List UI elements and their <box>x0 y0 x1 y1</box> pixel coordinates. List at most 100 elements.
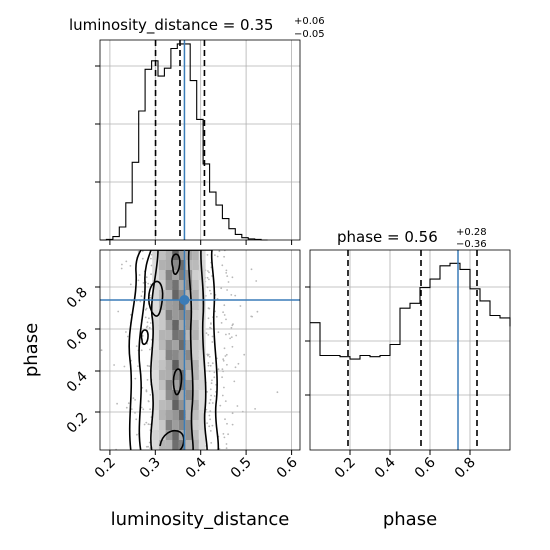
contour-0p5sigma-lower <box>172 368 183 396</box>
scatter-point <box>237 362 240 365</box>
density-cell <box>165 410 173 420</box>
scatter-point <box>149 394 152 396</box>
phase-hist-frame <box>309 249 511 451</box>
scatter-point <box>218 250 221 253</box>
scatter-point <box>227 281 230 283</box>
density-cell <box>185 350 193 360</box>
scatter-point <box>239 305 242 307</box>
y-axis-label-phase: phase <box>21 323 42 377</box>
scatter-point <box>141 257 144 260</box>
scatter-point <box>221 376 224 379</box>
density-cell <box>165 440 173 450</box>
scatter-point <box>224 355 227 357</box>
phase-hist-panel: phase = 0.56 +0.28 −0.36 <box>305 227 511 455</box>
density-cell <box>165 420 173 430</box>
density-cell <box>152 440 159 450</box>
density-cell <box>165 360 173 370</box>
scatter-point <box>223 347 226 350</box>
scatter-point <box>213 376 216 379</box>
scatter-point <box>211 362 214 365</box>
scatter-point <box>126 335 129 338</box>
scatter-point <box>219 404 222 407</box>
density-cell <box>158 410 166 420</box>
scatter-point <box>210 323 212 325</box>
density-cell <box>178 420 186 430</box>
density-cell <box>172 330 179 340</box>
scatter-point <box>207 362 210 364</box>
scatter-point <box>220 322 223 324</box>
scatter-point <box>145 307 148 310</box>
scatter-point <box>209 410 212 412</box>
scatter-point <box>130 408 133 410</box>
scatter-point <box>222 358 225 361</box>
scatter-point <box>127 402 130 405</box>
scatter-point <box>233 380 236 383</box>
scatter-point <box>144 316 147 319</box>
density-cell <box>178 280 186 290</box>
density-cell <box>165 350 173 360</box>
phase-hist-step <box>310 262 511 360</box>
scatter-point <box>211 402 214 404</box>
density-cell <box>198 430 206 440</box>
x-tick-label: 0.2 <box>332 455 359 482</box>
scatter-point <box>222 359 225 362</box>
scatter-point <box>140 349 143 352</box>
density-cell <box>178 400 186 410</box>
scatter-point <box>117 310 120 313</box>
joint-y-tick-labels: 0.2 0.4 0.6 0.8 <box>64 285 91 437</box>
scatter-point <box>224 400 227 402</box>
scatter-point <box>231 324 234 327</box>
phase-x-tick-labels: 0.2 0.4 0.6 0.8 <box>332 454 479 481</box>
scatter-point <box>231 276 234 279</box>
scatter-point <box>221 394 224 397</box>
scatter-point <box>138 274 141 276</box>
density-cell <box>198 370 206 380</box>
scatter-point <box>225 447 228 449</box>
density-cell <box>158 260 166 270</box>
scatter-point <box>141 335 144 337</box>
density-cell <box>152 380 159 390</box>
scatter-point <box>222 311 225 314</box>
scatter-point <box>225 443 228 445</box>
scatter-point <box>255 280 258 282</box>
scatter-point <box>222 370 225 373</box>
density-cell <box>198 360 206 370</box>
scatter-point <box>216 255 219 258</box>
density-cell <box>158 390 166 400</box>
scatter-point <box>134 412 136 414</box>
joint-x-tick-labels: 0.2 0.3 0.4 0.5 0.6 <box>92 454 301 481</box>
scatter-point <box>208 402 211 405</box>
scatter-point <box>213 371 216 374</box>
density-cell <box>185 330 193 340</box>
phase-hist-grid <box>310 250 510 450</box>
scatter-point <box>228 333 231 335</box>
density-cell <box>158 310 166 320</box>
density-cell <box>185 310 193 320</box>
density-cell <box>178 250 186 260</box>
x-tick-label: 0.3 <box>137 455 164 482</box>
scatter-point <box>211 424 214 427</box>
density-cell <box>172 420 179 430</box>
density-cell <box>165 270 173 280</box>
ld-hist-grid <box>100 40 300 240</box>
phase-hist-xticks <box>349 450 471 455</box>
scatter-point <box>149 348 151 351</box>
density-cell <box>198 380 206 390</box>
density-cell <box>185 340 193 350</box>
density-cell <box>198 340 206 350</box>
density-cell <box>192 420 199 430</box>
density-cell <box>158 250 166 260</box>
density-cell <box>192 410 199 420</box>
density-cell <box>178 410 186 420</box>
density-cell <box>198 420 206 430</box>
scatter-point <box>121 263 123 266</box>
scatter-point <box>250 315 253 318</box>
density-cell <box>152 260 159 270</box>
density-cell <box>152 410 159 420</box>
density-cell <box>172 320 179 330</box>
scatter-point <box>208 370 211 373</box>
scatter-point <box>139 300 142 303</box>
scatter-point <box>125 406 128 409</box>
scatter-point <box>231 423 234 426</box>
scatter-point <box>145 390 148 393</box>
